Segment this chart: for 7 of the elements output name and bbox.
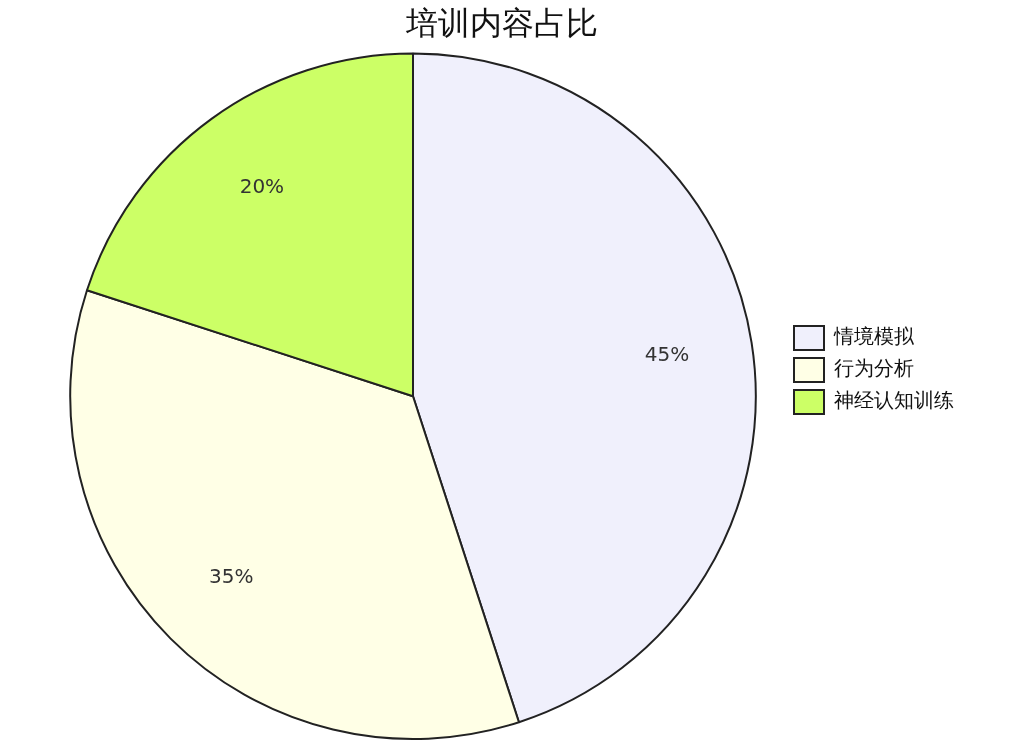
legend-label: 神经认知训练 bbox=[834, 388, 954, 413]
data-label: 35% bbox=[208, 564, 254, 589]
legend-label: 情境模拟 bbox=[833, 324, 915, 349]
chart-title: 培训内容占比 bbox=[405, 3, 598, 42]
data-label: 45% bbox=[644, 342, 690, 367]
legend-label: 行为分析 bbox=[834, 356, 914, 381]
data-label: 20% bbox=[239, 174, 285, 199]
